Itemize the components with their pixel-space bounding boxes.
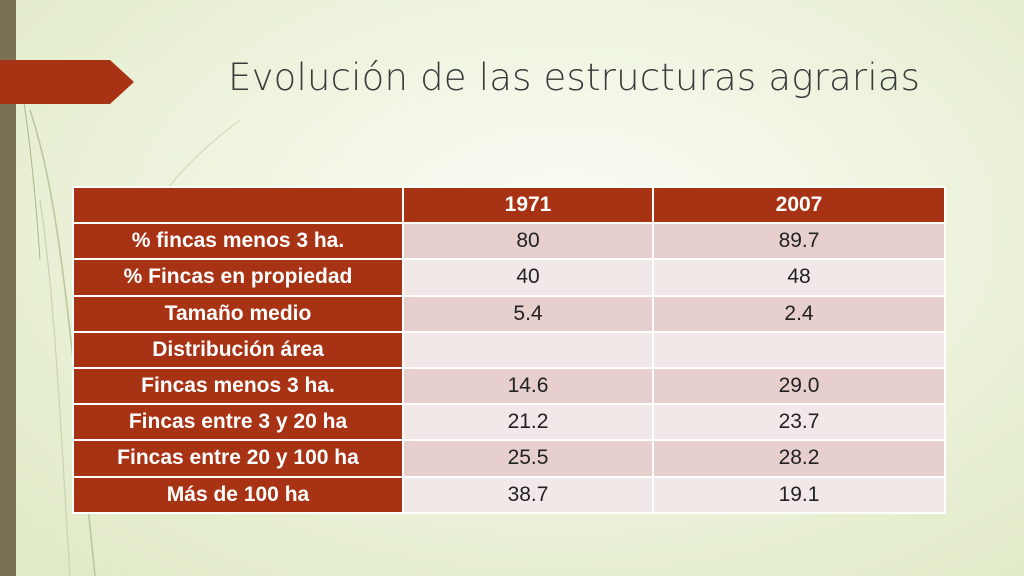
header-cell-1971: 1971 — [402, 185, 654, 225]
header-cell-2007: 2007 — [652, 185, 946, 225]
row-label: % fincas menos 3 ha. — [72, 222, 404, 261]
cell-1971: 38.7 — [402, 475, 654, 514]
cell-1971: 14.6 — [402, 366, 654, 406]
cell-1971: 40 — [402, 258, 654, 297]
table-row: Fincas entre 3 y 20 ha 21.2 23.7 — [72, 403, 946, 442]
cell-1971: 80 — [402, 222, 654, 261]
row-label: Fincas entre 20 y 100 ha — [72, 439, 404, 478]
header-cell-empty — [72, 185, 404, 225]
row-label: Fincas menos 3 ha. — [72, 366, 404, 406]
table-row: Fincas entre 20 y 100 ha 25.5 28.2 — [72, 439, 946, 478]
cell-1971: 21.2 — [402, 403, 654, 442]
slide-title: Evolución de las estructuras agrarias — [228, 56, 921, 99]
table-row: Tamaño medio 5.4 2.4 — [72, 294, 946, 333]
row-label: Tamaño medio — [72, 294, 404, 333]
table-row: Fincas menos 3 ha. 14.6 29.0 — [72, 366, 946, 406]
title-arrow-shape — [0, 60, 134, 104]
cell-2007: 23.7 — [652, 403, 946, 442]
left-decorative-band — [0, 0, 16, 576]
row-label: Más de 100 ha — [72, 475, 404, 514]
cell-2007 — [652, 330, 946, 369]
cell-2007: 89.7 — [652, 222, 946, 261]
table-row: Más de 100 ha 38.7 19.1 — [72, 475, 946, 514]
table-row: Distribución área — [72, 330, 946, 369]
row-label: Fincas entre 3 y 20 ha — [72, 403, 404, 442]
row-label: % Fincas en propiedad — [72, 258, 404, 297]
cell-1971: 25.5 — [402, 439, 654, 478]
cell-2007: 19.1 — [652, 475, 946, 514]
cell-1971: 5.4 — [402, 294, 654, 333]
table-header-row: 1971 2007 — [72, 185, 946, 225]
agrarian-structure-table: 1971 2007 % fincas menos 3 ha. 80 89.7 %… — [72, 185, 946, 514]
cell-2007: 48 — [652, 258, 946, 297]
cell-2007: 28.2 — [652, 439, 946, 478]
table-row: % fincas menos 3 ha. 80 89.7 — [72, 222, 946, 261]
table-row: % Fincas en propiedad 40 48 — [72, 258, 946, 297]
cell-2007: 29.0 — [652, 366, 946, 406]
cell-1971 — [402, 330, 654, 369]
cell-2007: 2.4 — [652, 294, 946, 333]
row-label: Distribución área — [72, 330, 404, 369]
